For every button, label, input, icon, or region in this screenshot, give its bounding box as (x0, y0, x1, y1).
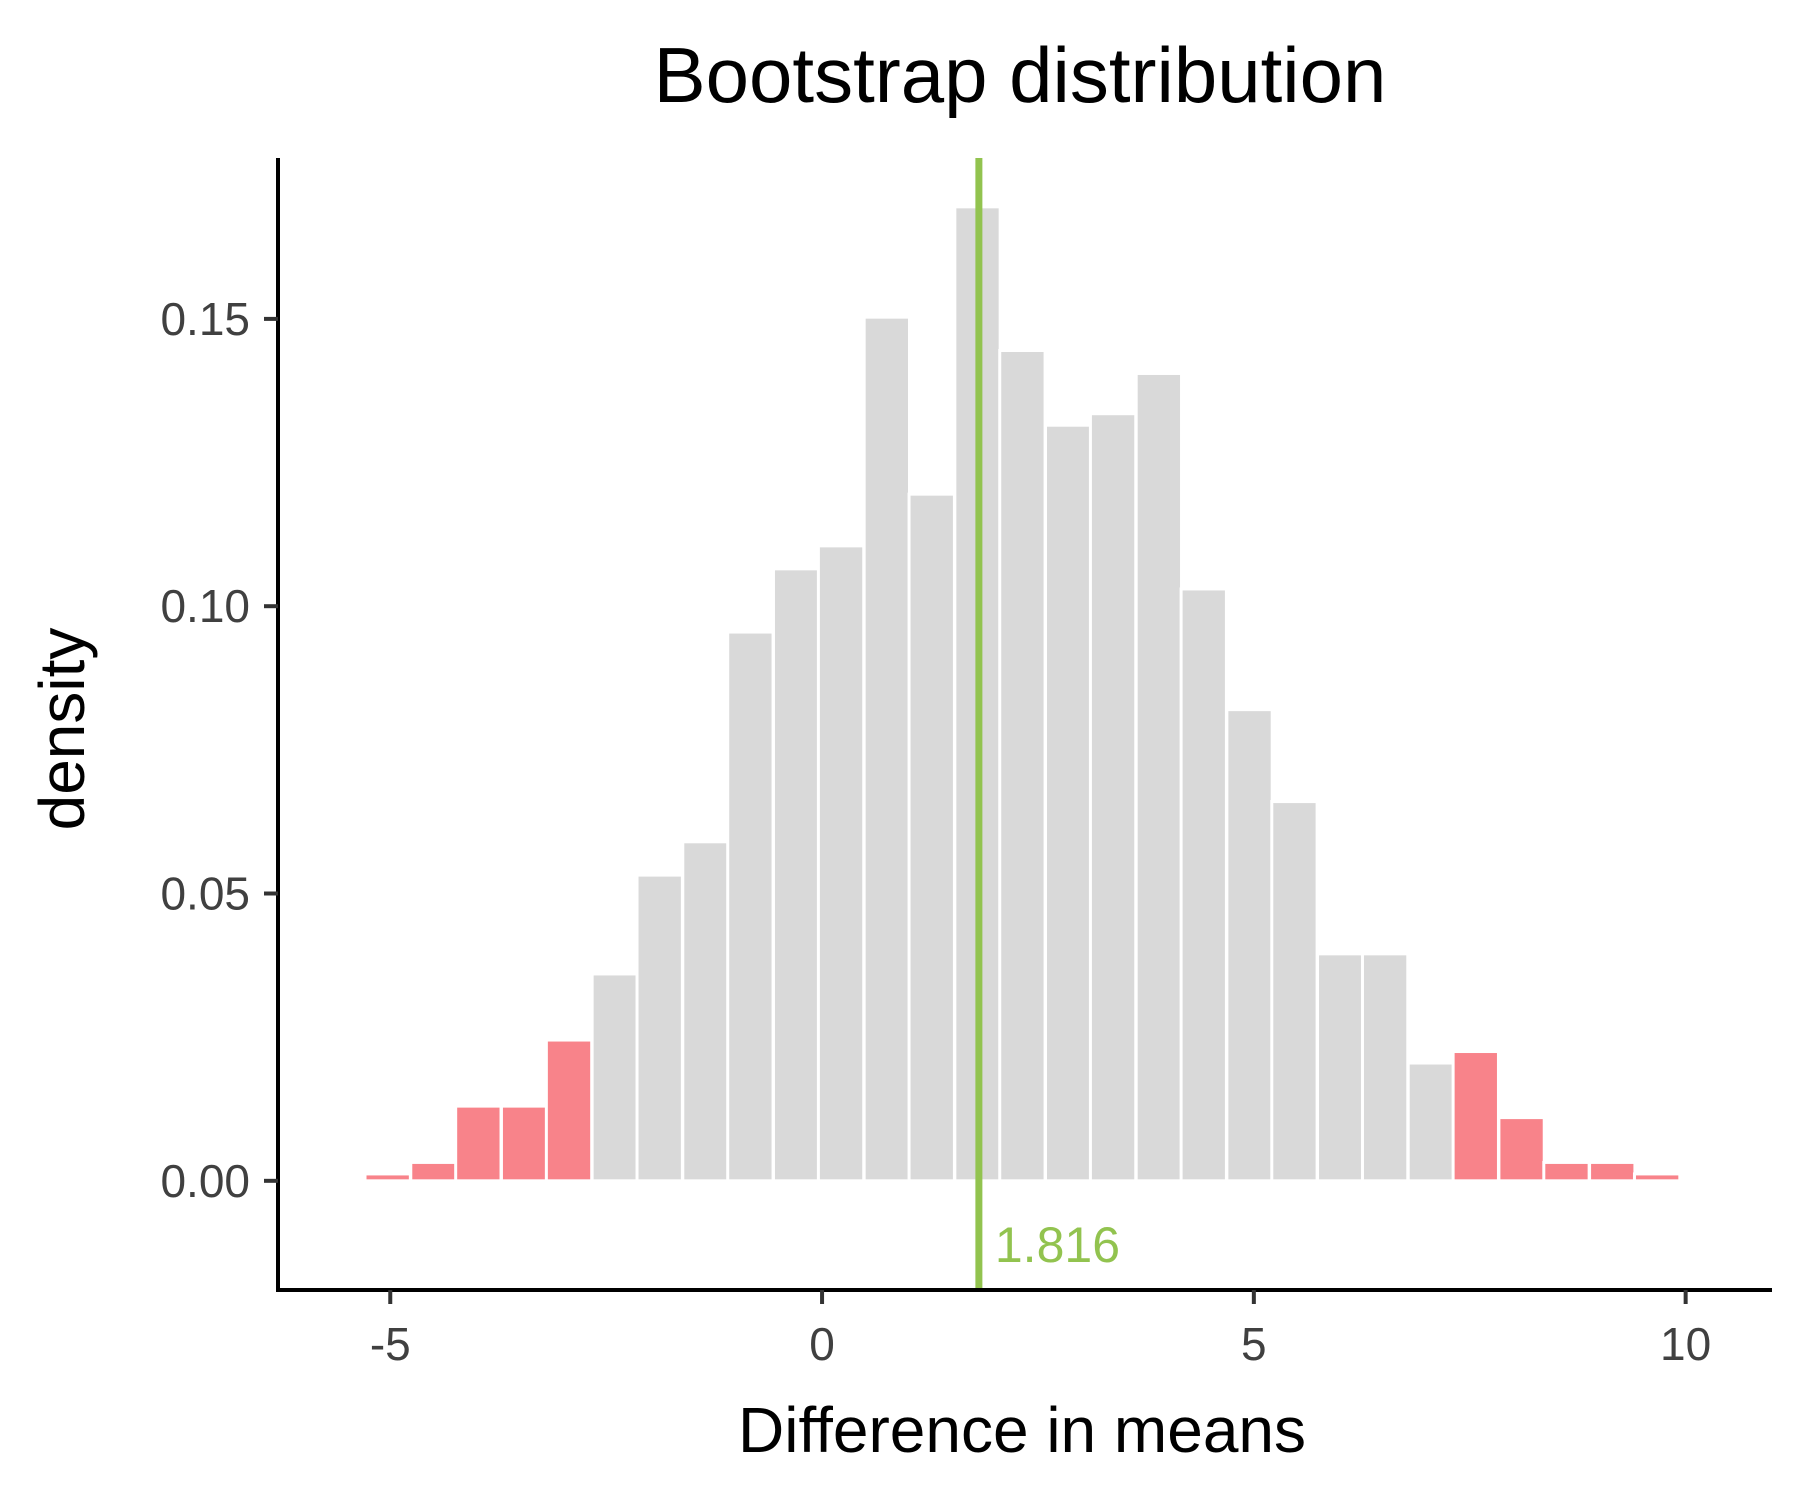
histogram-bar (771, 567, 821, 1183)
tail-bar (363, 1172, 412, 1183)
bars-layer (363, 205, 1682, 1183)
x-tick-label: -5 (370, 1318, 411, 1370)
tail-bar (1497, 1116, 1546, 1183)
y-tick-label: 0.00 (160, 1155, 250, 1207)
histogram-bar (590, 972, 639, 1183)
tail-bar (454, 1104, 503, 1183)
histogram-bar (726, 630, 775, 1183)
x-tick-label: 5 (1241, 1318, 1267, 1370)
histogram-bar (907, 492, 956, 1183)
histogram-bar (1179, 587, 1228, 1183)
tail-bar (1542, 1160, 1591, 1183)
histogram-bar (1044, 423, 1093, 1183)
y-tick-label: 0.15 (160, 293, 250, 345)
chart-title: Bootstrap distribution (654, 31, 1387, 119)
tail-bar (544, 1038, 594, 1183)
y-axis-title: density (26, 628, 98, 831)
histogram-bar (1316, 952, 1365, 1183)
x-tick-label: 0 (809, 1318, 835, 1370)
histogram-bar (998, 349, 1047, 1183)
observed-difference-label: 1.816 (995, 1217, 1120, 1273)
histogram-bar (1270, 800, 1319, 1183)
tail-bar (409, 1160, 458, 1183)
y-tick-label: 0.05 (160, 868, 250, 920)
histogram-bar (1134, 371, 1184, 1183)
histogram-bar (1088, 412, 1138, 1183)
y-tick-label: 0.10 (160, 580, 250, 632)
histogram-bar (862, 315, 911, 1183)
tail-bar (499, 1104, 549, 1183)
histogram-bar (1406, 1061, 1456, 1183)
tail-bar (1632, 1172, 1682, 1183)
histogram-bar (681, 840, 730, 1183)
tail-bar (1588, 1160, 1637, 1183)
histogram-bar (1225, 708, 1274, 1183)
axes-layer: 0.00 0.05 0.10 0.15 -5 0 5 10 (160, 158, 1772, 1370)
histogram-bar (635, 873, 684, 1183)
reference-line-layer: 1.816 (975, 158, 1120, 1290)
x-tick-label: 10 (1660, 1318, 1711, 1370)
histogram-bar (1360, 952, 1410, 1183)
histogram-bar (816, 544, 866, 1183)
x-axis-title: Difference in means (738, 1394, 1306, 1466)
tail-bar (1451, 1050, 1500, 1183)
